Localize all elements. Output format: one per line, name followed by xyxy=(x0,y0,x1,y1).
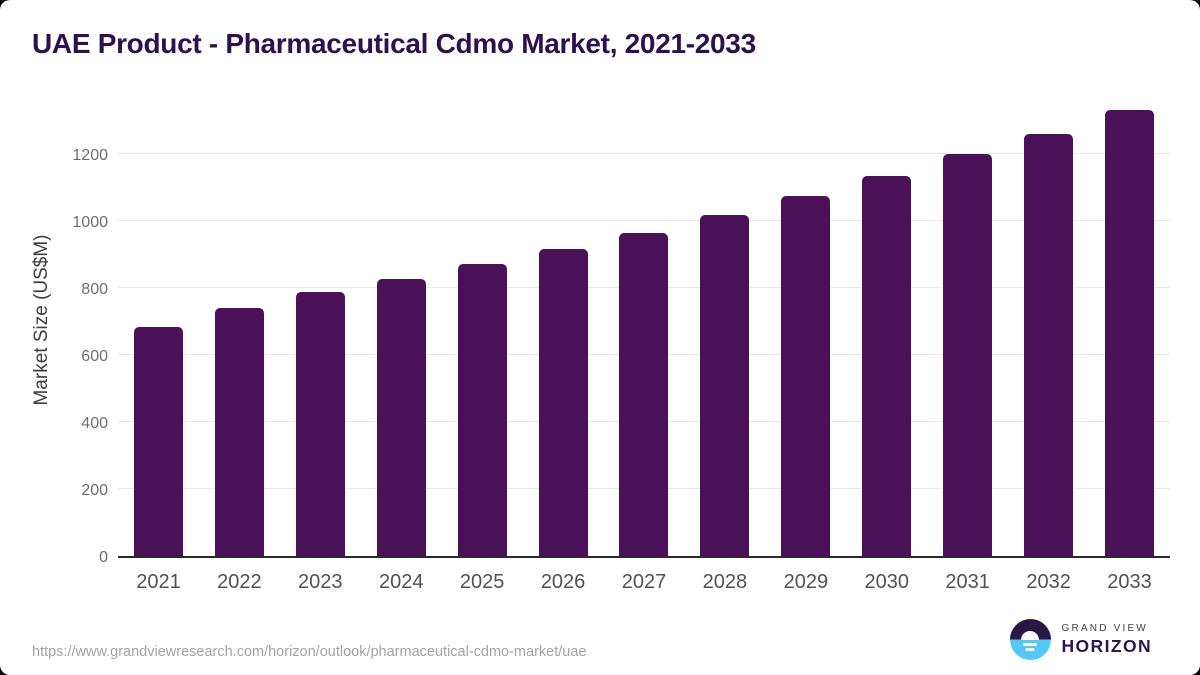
bar-2025 xyxy=(457,263,507,556)
x-axis-label-2022: 2022 xyxy=(217,571,262,593)
y-tick-label-800: 800 xyxy=(81,281,108,299)
bar-slot xyxy=(199,96,280,556)
bar-slot xyxy=(765,96,846,556)
water-reflection-line xyxy=(1023,642,1037,646)
plot-area xyxy=(118,96,1170,558)
x-axis-label-2032: 2032 xyxy=(1026,571,1071,593)
water-reflection-line xyxy=(1025,648,1035,651)
x-axis-labels: 2021 2022 2023 2024 2025 2026 2027 2028 2029 2030… xyxy=(118,571,1170,594)
x-axis-label-2031: 2031 xyxy=(945,571,990,593)
bar-2032 xyxy=(1024,133,1074,556)
y-tick-label-1000: 1000 xyxy=(72,214,108,232)
bar-2033 xyxy=(1105,110,1155,556)
y-tick-label-200: 200 xyxy=(81,482,108,500)
y-tick-label-0: 0 xyxy=(99,549,108,566)
chart-title: UAE Product - Pharmaceutical Cdmo Market… xyxy=(32,28,756,59)
bar-slot xyxy=(846,96,927,556)
x-axis-label-2028: 2028 xyxy=(702,571,748,593)
bar-slot xyxy=(927,96,1008,556)
gridline-1200 xyxy=(118,153,1170,155)
x-axis-label-2024: 2024 xyxy=(378,571,424,593)
bar-2022 xyxy=(214,307,264,556)
bar-slot xyxy=(604,96,685,556)
bar-2028 xyxy=(700,214,750,556)
logo-text-grand-view: GRAND VIEW xyxy=(1061,622,1148,634)
bar-2023 xyxy=(295,292,345,556)
logo-text: GRAND VIEW HORIZON xyxy=(1062,623,1153,657)
bar-2030 xyxy=(862,175,912,556)
x-axis-label-2030: 2030 xyxy=(864,571,910,593)
grand-view-horizon-logo: GRAND VIEW HORIZON xyxy=(1009,619,1153,660)
logo-text-horizon: HORIZON xyxy=(1061,635,1152,656)
bar-2027 xyxy=(619,232,669,556)
bar-slot xyxy=(1008,96,1089,556)
bar-2026 xyxy=(538,248,588,556)
x-axis-label-2029: 2029 xyxy=(783,571,829,593)
bar-slot xyxy=(442,96,523,556)
y-tick-label-400: 400 xyxy=(81,415,108,433)
bars-container xyxy=(118,96,1170,556)
bar-slot xyxy=(684,96,765,556)
bar-slot xyxy=(118,96,199,556)
sun-icon xyxy=(1021,630,1039,640)
y-tick-label-1200: 1200 xyxy=(72,147,108,165)
y-tick-label-600: 600 xyxy=(81,348,108,366)
x-axis-label-2033: 2033 xyxy=(1107,571,1152,593)
x-axis-label-2026: 2026 xyxy=(540,571,586,593)
bar-2024 xyxy=(376,278,426,556)
sunrise-over-water-icon xyxy=(1009,619,1051,660)
x-axis-label-2023: 2023 xyxy=(298,571,343,593)
gridline-1000 xyxy=(118,220,1170,222)
x-axis-label-2021: 2021 xyxy=(136,571,181,593)
x-axis-label-2025: 2025 xyxy=(459,571,505,593)
bar-slot xyxy=(361,96,442,556)
y-axis-tick-labels: 0 200 400 600 800 1000 1200 xyxy=(22,96,108,566)
bar-slot xyxy=(523,96,604,556)
bar-2021 xyxy=(133,326,183,556)
x-axis-label-2027: 2027 xyxy=(621,571,667,593)
source-url: https://www.grandviewresearch.com/horizo… xyxy=(32,644,587,660)
y-axis-title: Market Size (US$M) xyxy=(31,234,52,406)
bar-2031 xyxy=(943,154,993,556)
bar-slot xyxy=(280,96,361,556)
bar-slot xyxy=(1089,96,1170,556)
bar-2029 xyxy=(781,195,831,556)
